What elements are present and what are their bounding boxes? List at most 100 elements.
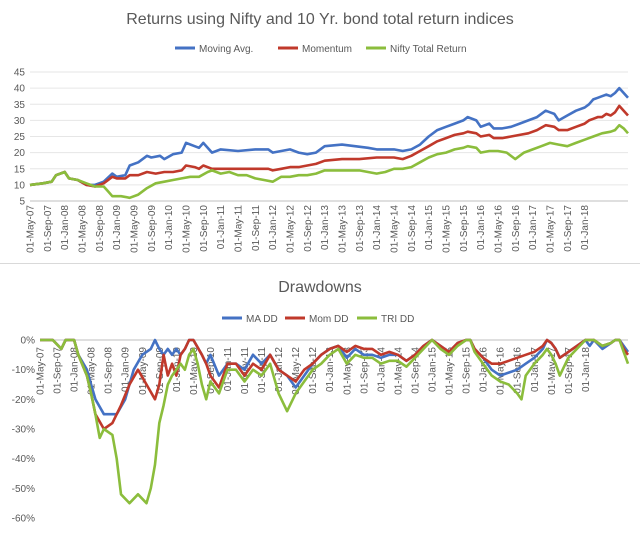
x-tick-label: 01-Jan-09 [112,205,123,250]
x-tick-label: 01-May-12 [286,205,297,253]
x-tick-label: 01-Jan-15 [428,347,439,392]
y-axis-ticks: 5 10 15 20 25 30 35 40 45 [14,68,628,208]
x-tick-label: 01-May-14 [393,347,404,395]
x-tick-label: 01-Jan-18 [581,347,592,392]
x-tick-label: 01-May-09 [138,347,149,395]
series-lines [40,338,630,505]
y-tick-label: 25 [14,132,26,143]
y-tick-label: 15 [14,164,26,175]
legend: Moving Avg. Momentum Nifty Total Return [175,44,467,55]
y-tick-label: 45 [14,68,26,79]
x-tick-label: 01-Sep-08 [104,347,115,394]
x-tick-label: 01-Sep-12 [303,205,314,252]
x-tick-label: 01-Sep-07 [53,347,64,394]
chart-title: Returns using Nifty and 10 Yr. bond tota… [126,11,513,28]
x-tick-label: 01-May-16 [494,205,505,253]
chart-title: Drawdowns [278,279,362,296]
legend-label-moving-avg: Moving Avg. [199,44,253,55]
x-tick-label: 01-Sep-08 [95,205,106,252]
x-tick-label: 01-Sep-07 [43,205,54,252]
drawdowns-chart: Drawdowns 0% -10% -20% -30% -40% -50% -60% 01-… [12,279,630,525]
x-tick-label: 01-May-12 [291,347,302,395]
series-line-nifty-total-return [29,123,629,200]
x-tick-label: 01-Sep-14 [407,205,418,252]
x-tick-label: 01-May-13 [338,205,349,253]
x-tick-label: 01-May-11 [234,205,245,252]
x-tick-label: 01-Jan-16 [479,347,490,392]
x-tick-label: 01-Sep-10 [199,205,210,252]
y-tick-label: 30 [14,116,26,127]
legend: MA DD Mom DD TRI DD [222,314,414,325]
series-lines [29,86,629,200]
legend-label-momentum: Momentum [302,44,352,55]
x-tick-label: 01-Sep-13 [355,205,366,252]
y-tick-label: -60% [12,514,35,525]
x-tick-label: 01-Sep-17 [564,347,575,394]
x-tick-label: 01-Jan-12 [268,205,279,250]
x-tick-label: 01-Jan-13 [320,205,331,250]
y-tick-label: 10 [14,180,26,191]
x-tick-label: 01-Jan-14 [376,347,387,392]
x-tick-label: 01-May-10 [182,205,193,253]
legend-label-ma-dd: MA DD [246,314,278,325]
y-tick-label: 5 [19,197,25,208]
series-line-moving-avg [29,86,629,187]
x-tick-label: 01-May-16 [496,347,507,395]
x-tick-label: 01-Sep-14 [410,347,421,394]
x-tick-label: 01-May-13 [342,347,353,395]
x-tick-label: 01-May-17 [547,347,558,395]
legend-label-tri-dd: TRI DD [381,314,414,325]
x-tick-label: 01-May-10 [189,347,200,395]
y-tick-label: -30% [12,425,35,436]
series-line-tri-dd [40,338,630,505]
drawdowns-chart-panel: Drawdowns 0% -10% -20% -30% -40% -50% -60% 01-… [0,266,640,532]
y-tick-label: -50% [12,484,35,495]
x-tick-label: 01-May-17 [546,205,557,253]
series-line-mom-dd [40,338,630,431]
x-tick-label: 01-Sep-09 [147,205,158,252]
x-tick-label: 01-Jan-16 [476,205,487,250]
returns-chart-panel: Returns using Nifty and 10 Yr. bond tota… [0,0,640,262]
x-tick-label: 01-Jan-10 [164,205,175,250]
x-tick-label: 01-Jan-09 [121,347,132,392]
y-axis-ticks: 0% -10% -20% -30% -40% -50% -60% [12,336,628,525]
y-tick-label: -20% [12,395,35,406]
x-axis-ticks: 01-May-07 01-Sep-07 01-Jan-08 01-May-08 01-S… [36,347,592,395]
x-tick-label: 01-Sep-16 [511,205,522,252]
x-tick-label: 01-Jan-15 [424,205,435,250]
x-tick-label: 01-Sep-17 [563,205,574,252]
y-tick-label: 20 [14,148,26,159]
y-tick-label: 40 [14,84,26,95]
x-tick-label: 01-May-07 [36,347,47,395]
x-tick-label: 01-Jan-17 [530,347,541,392]
y-tick-label: 35 [14,100,26,111]
x-tick-label: 01-Jan-11 [216,205,227,250]
panel-divider [0,263,640,264]
x-tick-label: 01-Sep-13 [359,347,370,394]
x-tick-label: 01-May-08 [87,347,98,395]
x-tick-label: 01-May-08 [78,205,89,253]
y-tick-label: -40% [12,454,35,465]
x-tick-label: 01-May-15 [445,347,456,395]
legend-label-mom-dd: Mom DD [309,314,348,325]
legend-label-nifty-total-return: Nifty Total Return [390,44,467,55]
x-tick-label: 01-Jan-18 [580,205,591,250]
x-tick-label: 01-Jan-08 [70,347,81,392]
x-tick-label: 01-Jan-14 [372,205,383,250]
x-tick-label: 01-May-07 [26,205,37,253]
x-tick-label: 01-Jan-08 [60,205,71,250]
x-axis-ticks: 01-May-07 01-Sep-07 01-Jan-08 01-May-08 01-S… [26,205,592,253]
x-tick-label: 01-Sep-15 [459,205,470,252]
x-tick-label: 01-May-15 [442,205,453,253]
x-tick-label: 01-Sep-11 [251,205,262,251]
returns-chart: Returns using Nifty and 10 Yr. bond tota… [14,11,629,253]
x-tick-label: 01-Sep-15 [462,347,473,394]
x-tick-label: 01-Jan-13 [325,347,336,392]
x-tick-label: 01-Jan-17 [528,205,539,250]
gridlines [30,71,628,202]
y-tick-label: -10% [12,365,35,376]
x-tick-label: 01-May-09 [130,205,141,253]
series-line-momentum [29,104,629,188]
x-tick-label: 01-Sep-10 [206,347,217,394]
y-tick-label: 0% [21,336,36,347]
